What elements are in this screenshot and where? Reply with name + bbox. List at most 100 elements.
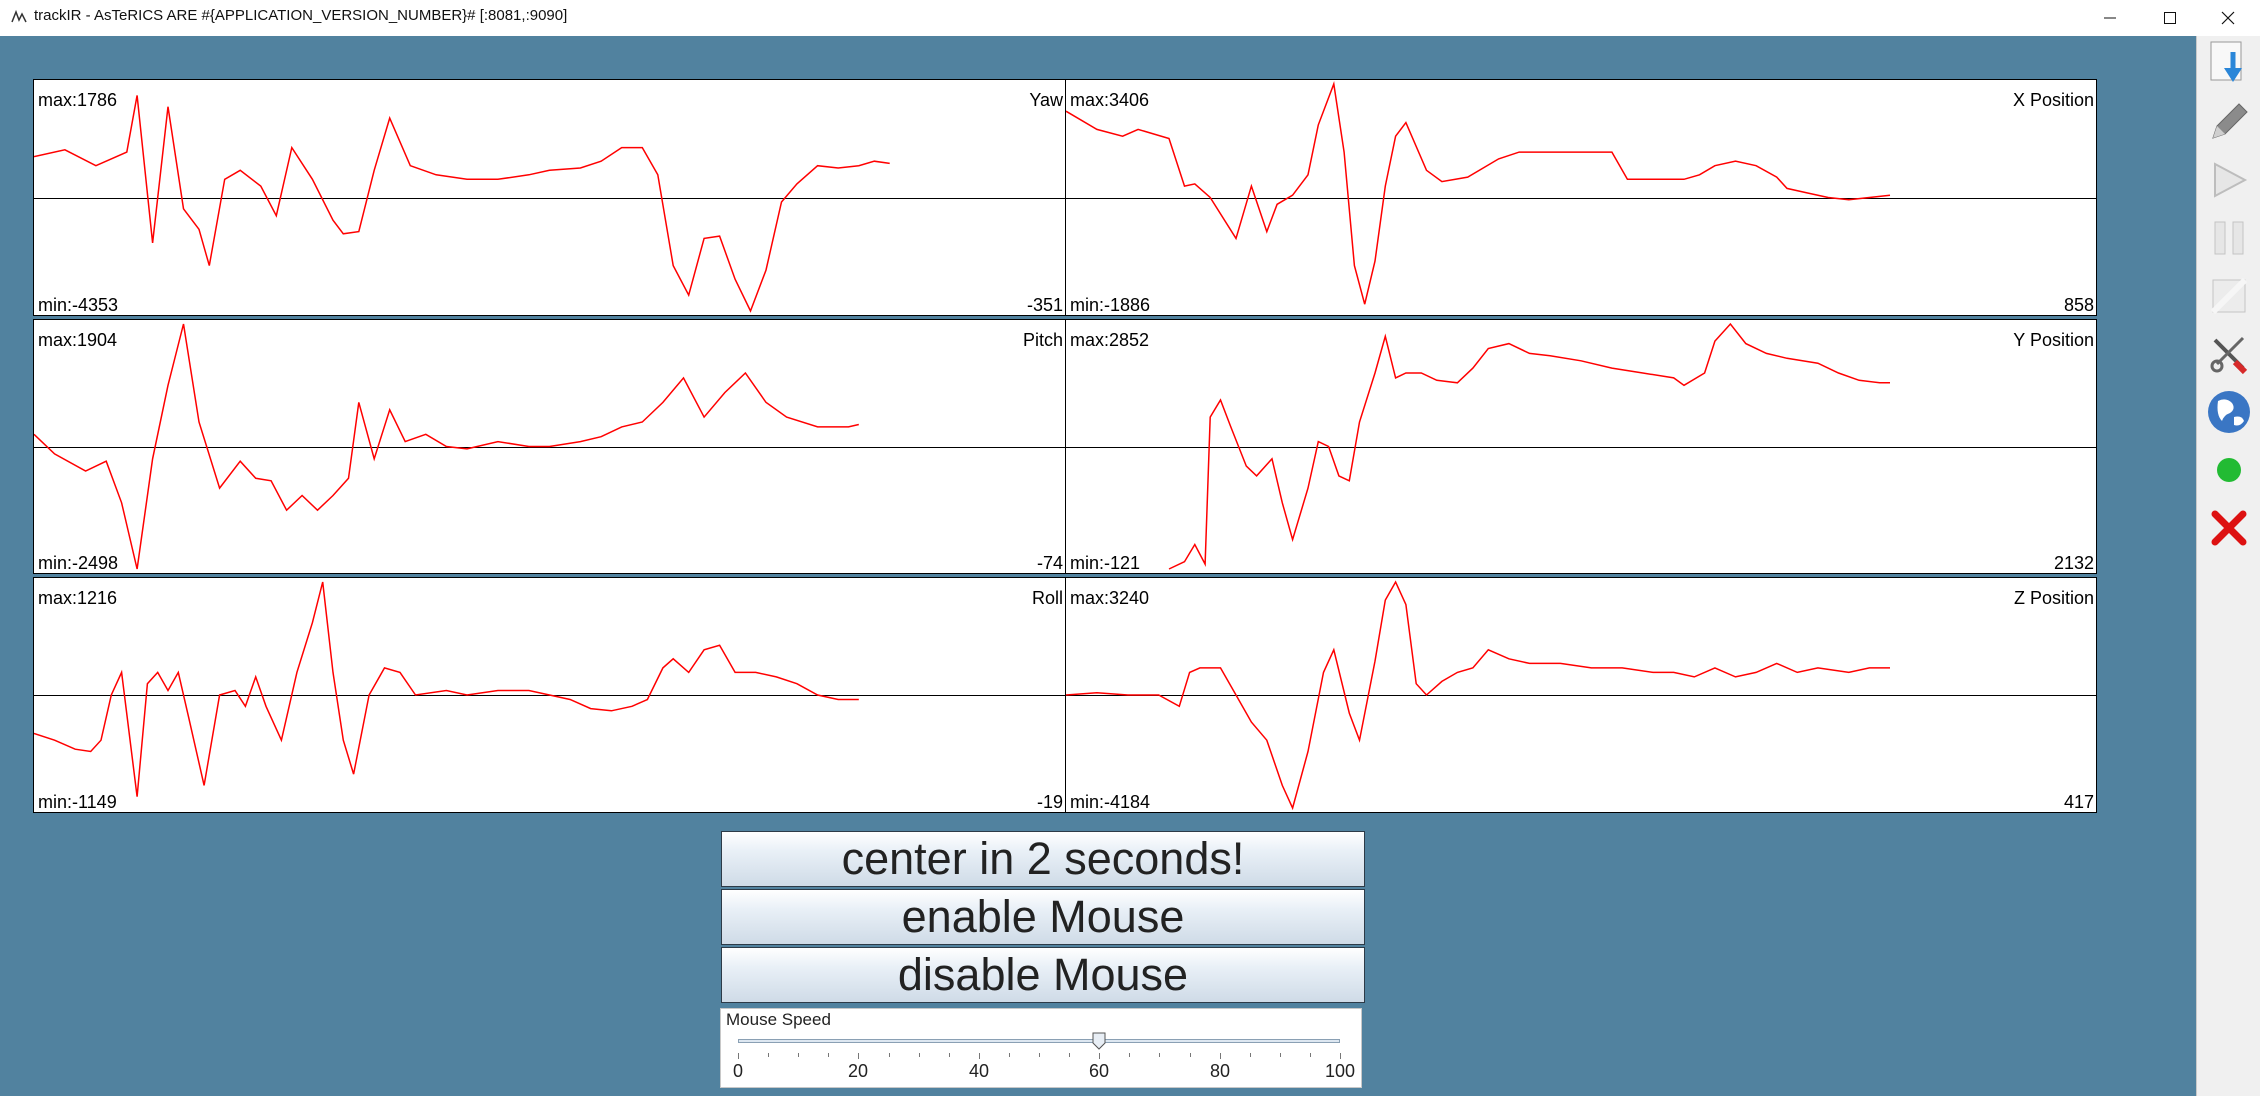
right-toolbar	[2196, 36, 2260, 1096]
exit-button[interactable]	[2205, 502, 2253, 554]
slider-tick	[828, 1053, 830, 1057]
download-button[interactable]	[2205, 38, 2253, 90]
status-indicator	[2205, 444, 2253, 496]
slider-tick	[1279, 1053, 1281, 1057]
close-red-icon	[2211, 510, 2247, 546]
plot-z-position-canvas	[1066, 580, 2096, 811]
plot-pitch-current: -74	[1036, 553, 1063, 573]
plot-pitch-title: Pitch	[1022, 330, 1063, 350]
slider-tick	[1129, 1053, 1131, 1057]
close-icon	[2221, 11, 2235, 25]
plot-yaw-canvas	[34, 95, 1065, 313]
slider-tick	[1159, 1053, 1161, 1057]
plot-z-position-title: Z Position	[2013, 588, 2094, 608]
tools-button[interactable]	[2205, 328, 2253, 380]
mouse-speed-label-20: 20	[847, 1061, 869, 1081]
plot-x-position-title: X Position	[2012, 90, 2094, 110]
plot-x-position: max:3406 X Position min:-1886 858	[1065, 79, 2097, 316]
download-icon	[2210, 41, 2242, 82]
plot-x-position-canvas	[1066, 81, 2096, 305]
enable-mouse-button[interactable]: enable Mouse	[721, 889, 1365, 945]
mouse-speed-thumb[interactable]	[1092, 1032, 1106, 1050]
plot-signal-line	[34, 95, 890, 313]
globe-button[interactable]	[2205, 386, 2253, 438]
plot-signal-line	[1066, 580, 1890, 811]
plot-signal-line	[1066, 81, 1891, 305]
slider-tick	[888, 1053, 890, 1057]
plot-z-position-max: max:3240	[1070, 588, 1150, 608]
plot-y-position-canvas	[1066, 322, 2096, 570]
title-bar: trackIR - AsTeRICS ARE #{APPLICATION_VER…	[0, 0, 2260, 36]
plot-yaw-current: -351	[1026, 295, 1063, 315]
disable-mouse-button[interactable]: disable Mouse	[721, 947, 1365, 1003]
globe-icon	[2208, 391, 2250, 433]
slider-tick	[978, 1053, 980, 1059]
plot-signal-line	[34, 323, 859, 570]
plot-yaw-min: min:-4353	[38, 295, 119, 315]
pause-icon	[2214, 221, 2244, 255]
mouse-speed-label-40: 40	[968, 1061, 990, 1081]
plot-roll-max: max:1216	[38, 588, 118, 608]
window-title: trackIR - AsTeRICS ARE #{APPLICATION_VER…	[34, 7, 568, 24]
plot-roll-current: -19	[1036, 792, 1063, 812]
minimize-button[interactable]	[2078, 0, 2142, 36]
slider-tick	[1039, 1053, 1040, 1057]
stop-button[interactable]	[2205, 270, 2253, 322]
mouse-speed-label-0: 0	[732, 1061, 744, 1081]
status-green-icon	[2217, 458, 2241, 482]
plot-pitch-canvas	[34, 323, 1065, 570]
plot-roll-title: Roll	[1031, 588, 1063, 608]
plot-y-position-max: max:2852	[1070, 330, 1150, 350]
play-button[interactable]	[2205, 154, 2253, 206]
slider-tick	[1219, 1053, 1221, 1059]
center-button[interactable]: center in 2 seconds!	[721, 831, 1365, 887]
slider-tick	[918, 1053, 920, 1057]
slider-tick	[1249, 1053, 1251, 1057]
maximize-icon	[2164, 12, 2176, 24]
minimize-icon	[2104, 17, 2116, 19]
plot-grid: max:1786 Yaw min:-4353 -351 max:3406 X P…	[33, 75, 2097, 813]
mouse-speed-label-80: 80	[1209, 1061, 1231, 1081]
slider-tick	[1340, 1053, 1341, 1059]
pencil-icon	[2212, 103, 2248, 139]
app-icon	[11, 9, 27, 23]
plot-yaw-title: Yaw	[1029, 90, 1063, 110]
pause-button[interactable]	[2205, 212, 2253, 264]
plot-y-position-title: Y Position	[2013, 330, 2094, 350]
slider-tick	[1099, 1053, 1101, 1059]
plot-x-position-current: 858	[2063, 295, 2094, 315]
plot-pitch: max:1904 Pitch min:-2498 -74	[33, 319, 1066, 574]
edit-button[interactable]	[2205, 96, 2253, 148]
mouse-speed-panel: Mouse Speed 0 20 40 60 80 100	[720, 1008, 1362, 1088]
slider-tick	[948, 1053, 950, 1057]
close-button[interactable]	[2196, 0, 2260, 36]
plot-roll-canvas	[34, 581, 1065, 797]
slider-tick	[1309, 1053, 1311, 1057]
plot-roll-min: min:-1149	[38, 792, 117, 812]
slider-tick	[1189, 1053, 1191, 1057]
plot-yaw-max: max:1786	[38, 90, 118, 110]
stop-icon	[2210, 277, 2248, 315]
plot-y-position-min: min:-121	[1070, 553, 1141, 573]
tools-icon	[2210, 336, 2248, 375]
plot-x-position-min: min:-1886	[1070, 295, 1151, 315]
slider-tick	[768, 1053, 770, 1057]
mouse-speed-caption: Mouse Speed	[726, 1010, 831, 1029]
mouse-speed-label-100: 100	[1324, 1061, 1356, 1081]
plot-y-position-current: 2132	[2053, 553, 2094, 573]
mouse-speed-track[interactable]	[738, 1039, 1340, 1043]
slider-tick	[1008, 1053, 1010, 1057]
slider-tick	[858, 1053, 860, 1059]
slider-tick	[798, 1053, 800, 1057]
plot-z-position-current: 417	[2063, 792, 2094, 812]
maximize-button[interactable]	[2138, 0, 2202, 36]
plot-signal-line	[1168, 322, 1890, 570]
play-icon	[2214, 162, 2248, 198]
plot-x-position-max: max:3406	[1070, 90, 1150, 110]
mouse-speed-label-60: 60	[1088, 1061, 1110, 1081]
slider-tick	[738, 1053, 739, 1059]
plot-pitch-max: max:1904	[38, 330, 118, 350]
slider-tick	[1069, 1053, 1071, 1057]
plot-signal-line	[34, 581, 859, 797]
plot-z-position-min: min:-4184	[1070, 792, 1151, 812]
